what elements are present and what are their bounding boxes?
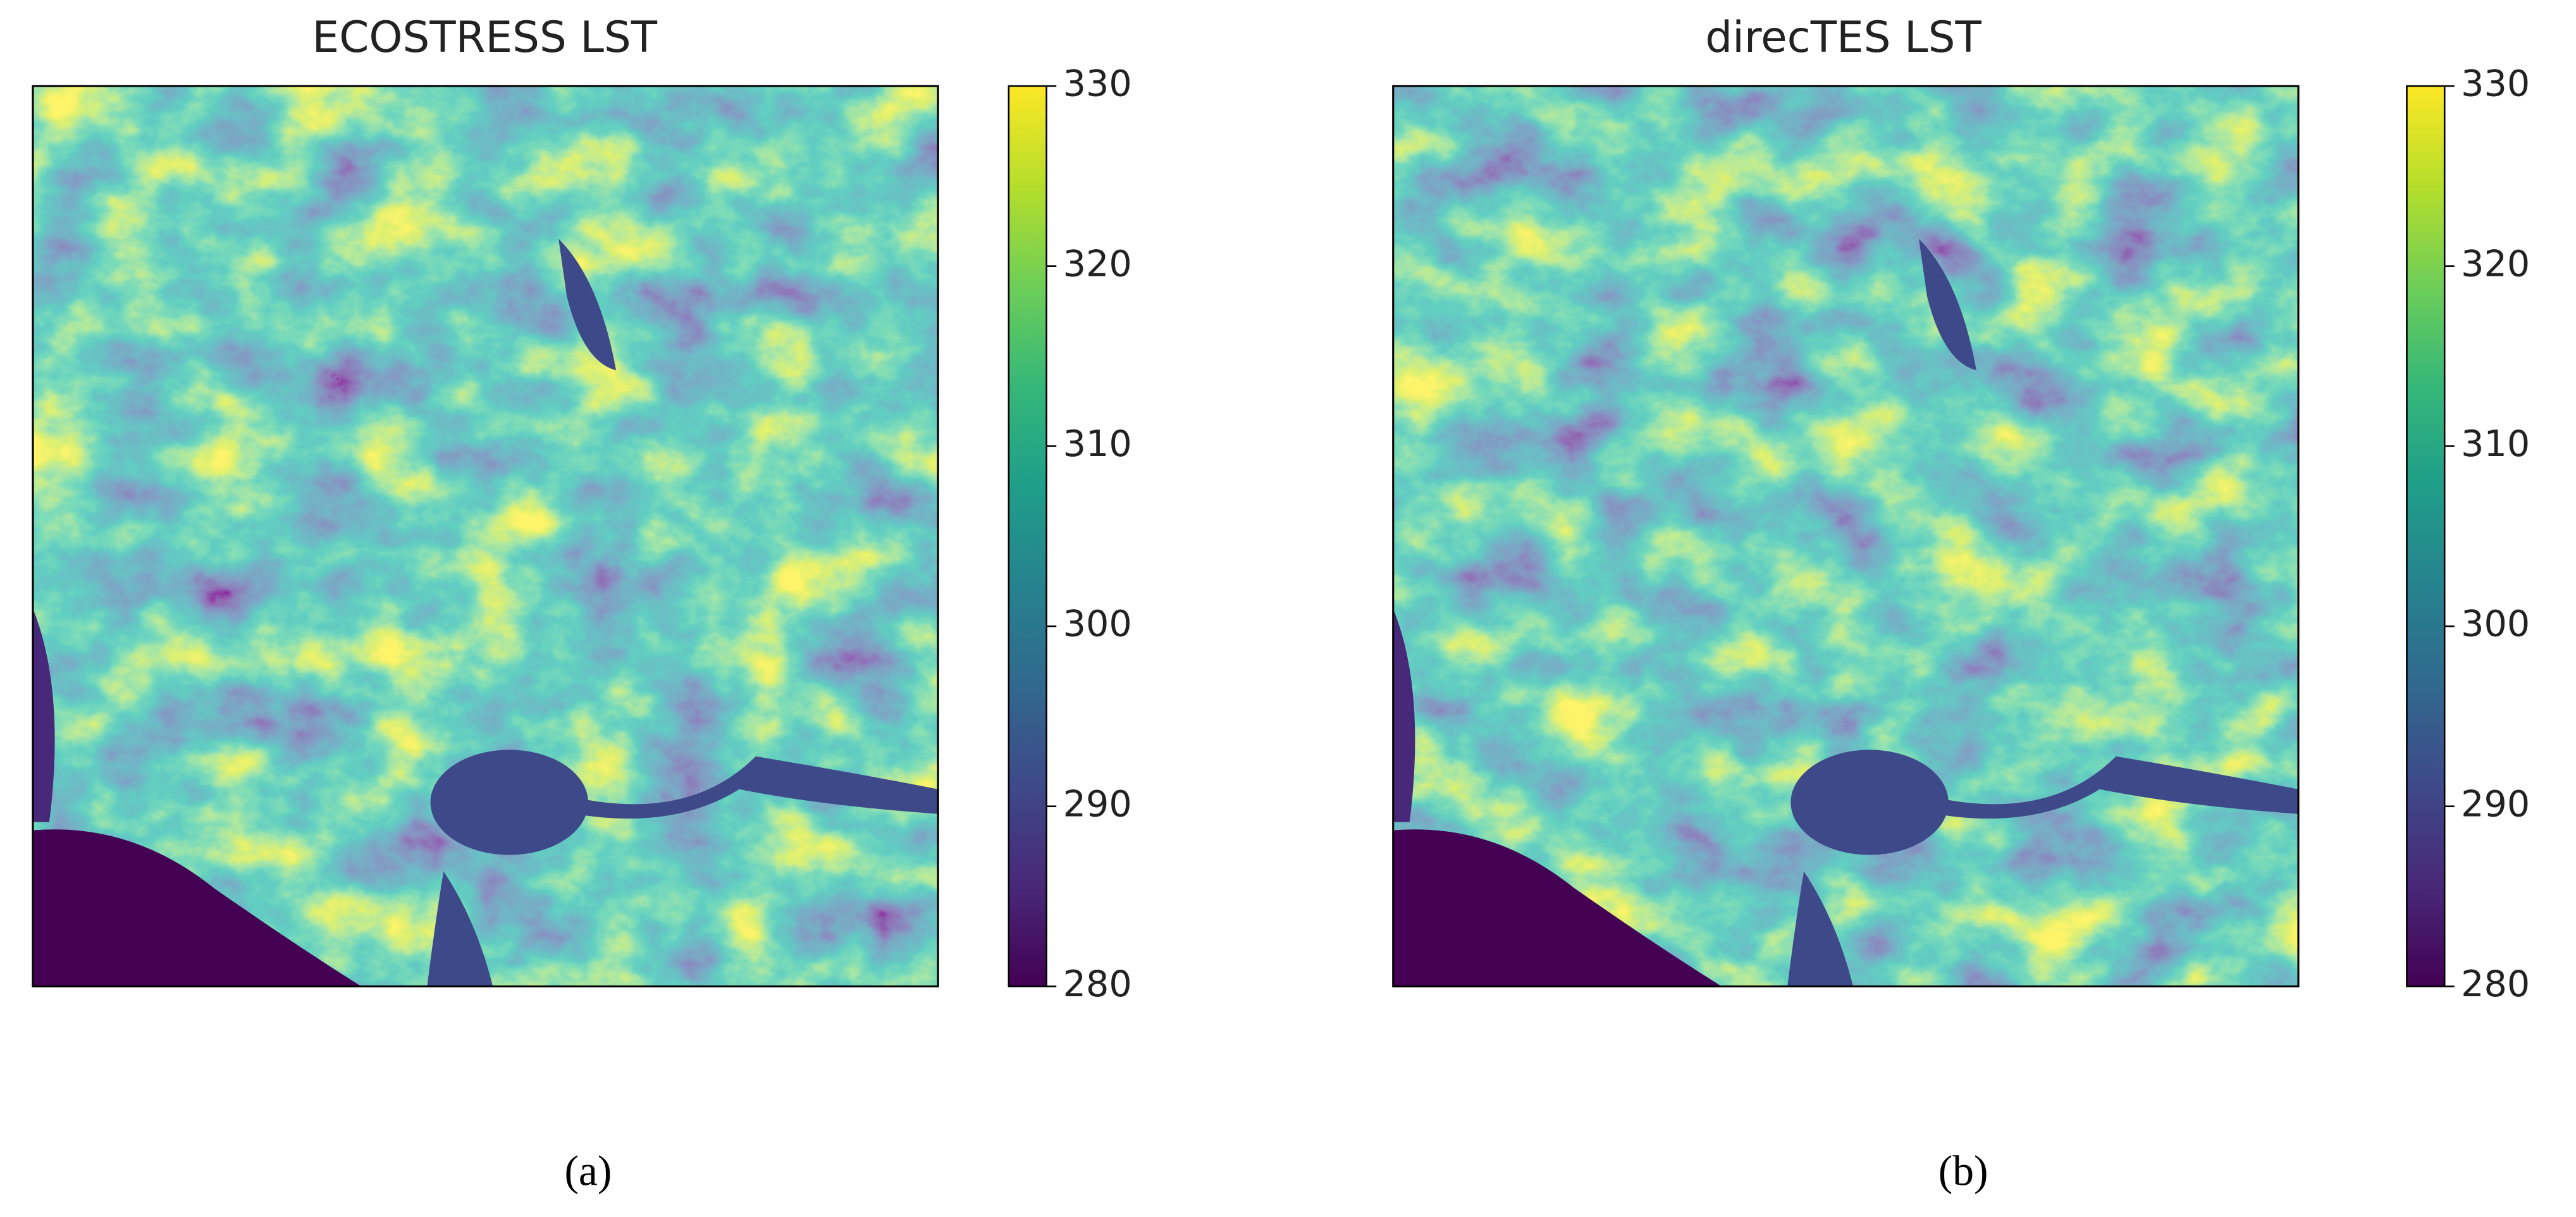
plot-frame xyxy=(32,85,939,988)
coast xyxy=(1393,608,1415,822)
heatmap xyxy=(1393,85,2299,987)
panel-caption: (b) xyxy=(1938,1147,1988,1195)
colorbar-tick-label: 280 xyxy=(1063,963,1132,1005)
colorbar-tick-label: 330 xyxy=(1063,63,1132,105)
coast xyxy=(32,608,55,822)
colorbar-tick-label: 300 xyxy=(1063,603,1132,645)
colorbar-tick-label: 310 xyxy=(2461,423,2530,465)
plot-frame xyxy=(1392,85,2300,988)
colorbar xyxy=(1008,85,1047,987)
colorbar-tick-label: 330 xyxy=(2461,63,2530,105)
panel-caption: (a) xyxy=(564,1147,612,1195)
river xyxy=(575,756,939,819)
panel-title: ECOSTRESS LST xyxy=(312,12,658,62)
ocean xyxy=(32,829,362,987)
lake xyxy=(558,238,617,371)
lake xyxy=(1918,238,1976,371)
heatmap xyxy=(32,85,939,987)
colorbar-tick-label: 280 xyxy=(2461,963,2530,1005)
colorbar-tick-label: 310 xyxy=(1063,423,1132,465)
ocean xyxy=(1393,829,1722,987)
bay-channel xyxy=(427,871,493,987)
colorbar-tick-label: 290 xyxy=(2461,783,2530,825)
colorbar-tick-label: 300 xyxy=(2461,603,2530,645)
colorbar-tick-label: 290 xyxy=(1063,783,1132,825)
colorbar-tick-label: 320 xyxy=(2461,243,2530,285)
colorbar xyxy=(2406,85,2446,987)
bay xyxy=(430,750,588,855)
bay xyxy=(1790,750,1949,855)
colorbar-tick-label: 320 xyxy=(1063,243,1132,285)
panel-title: direcTES LST xyxy=(1705,12,1981,62)
river xyxy=(1935,756,2299,819)
bay-channel xyxy=(1787,871,1854,987)
